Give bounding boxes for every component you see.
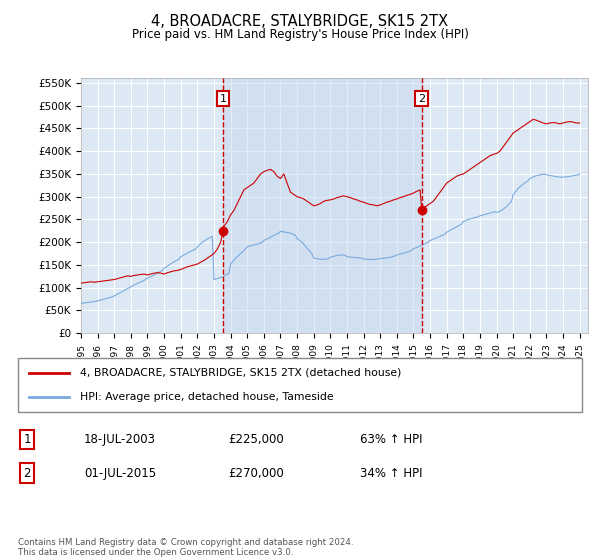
Text: 1: 1 [220, 94, 226, 104]
FancyBboxPatch shape [18, 358, 582, 412]
Text: 4, BROADACRE, STALYBRIDGE, SK15 2TX: 4, BROADACRE, STALYBRIDGE, SK15 2TX [151, 14, 449, 29]
Text: 18-JUL-2003: 18-JUL-2003 [84, 433, 156, 446]
Text: HPI: Average price, detached house, Tameside: HPI: Average price, detached house, Tame… [80, 392, 334, 402]
Text: 2: 2 [23, 466, 31, 480]
Text: 4, BROADACRE, STALYBRIDGE, SK15 2TX (detached house): 4, BROADACRE, STALYBRIDGE, SK15 2TX (det… [80, 368, 401, 378]
Text: Contains HM Land Registry data © Crown copyright and database right 2024.
This d: Contains HM Land Registry data © Crown c… [18, 538, 353, 557]
Text: 34% ↑ HPI: 34% ↑ HPI [360, 466, 422, 480]
Text: £225,000: £225,000 [228, 433, 284, 446]
Text: Price paid vs. HM Land Registry's House Price Index (HPI): Price paid vs. HM Land Registry's House … [131, 28, 469, 41]
Bar [223, 78, 422, 333]
Text: 2: 2 [418, 94, 425, 104]
Text: 63% ↑ HPI: 63% ↑ HPI [360, 433, 422, 446]
Text: 01-JUL-2015: 01-JUL-2015 [84, 466, 156, 480]
Text: £270,000: £270,000 [228, 466, 284, 480]
Text: 1: 1 [23, 433, 31, 446]
